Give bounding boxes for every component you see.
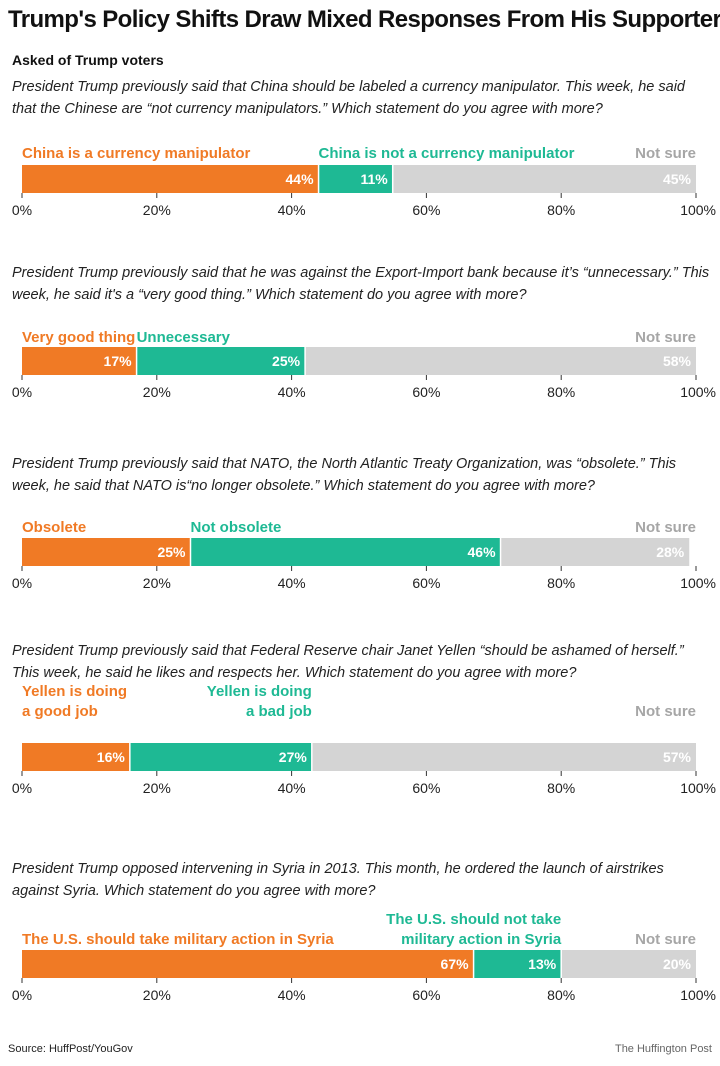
label-agree-shift: Very good thing [22, 329, 135, 346]
value-label: 46% [468, 544, 497, 560]
question-4: President Trump previously said that Fed… [12, 643, 684, 681]
segment-agree-shift [22, 165, 319, 193]
axis-tick-label: 80% [547, 987, 575, 1003]
segment-agree-original [129, 743, 312, 771]
axis-tick-label: 60% [412, 384, 440, 400]
bar-chart-svg: 16% 27% 57% Yellen is doing a good job Yellen… [12, 683, 716, 796]
segment-not-sure [305, 347, 696, 375]
chart-subtitle: Asked of Trump voters [12, 52, 164, 68]
value-label: 17% [104, 353, 133, 369]
value-label: 58% [663, 353, 692, 369]
label-not-sure: Not sure [635, 931, 696, 948]
label-agree-shift: a good job [22, 703, 98, 720]
label-agree-shift: The U.S. should take military action in … [22, 931, 334, 948]
segment-agree-original [473, 950, 562, 978]
label-agree-shift: Yellen is doing [22, 683, 127, 700]
axis-tick-label: 60% [412, 780, 440, 796]
source-note: Source: HuffPost/YouGov [8, 1043, 133, 1055]
value-label: 20% [663, 956, 692, 972]
label-not-sure: Not sure [635, 329, 696, 346]
bar-chart-svg: 44% 11% 45% China is a currency manipulator… [12, 145, 716, 218]
axis-tick-label: 20% [143, 202, 171, 218]
segment-not-sure [561, 950, 696, 978]
axis-tick-label: 100% [680, 987, 716, 1003]
axis-tick-label: 80% [547, 575, 575, 591]
axis-tick-label: 100% [680, 384, 716, 400]
segment-not-sure [392, 165, 696, 193]
question-1: President Trump previously said that Chi… [12, 79, 685, 117]
label-agree-shift: China is a currency manipulator [22, 145, 251, 162]
question-2: President Trump previously said that he … [12, 265, 710, 303]
segment-agree-shift [22, 347, 137, 375]
segment-not-sure [311, 743, 696, 771]
axis-tick-label: 100% [680, 575, 716, 591]
axis-tick-label: 0% [12, 202, 32, 218]
axis-tick-label: 0% [12, 575, 32, 591]
question-5: President Trump opposed intervening in S… [12, 861, 664, 899]
stacked-bar-chart-2: 17% 25% 58% Very good thing Unnecessary Not s… [0, 324, 720, 404]
axis-tick-label: 0% [12, 987, 32, 1003]
stacked-bar-chart-5: 67% 13% 20% The U.S. should take military a… [0, 906, 720, 1006]
value-label: 25% [157, 544, 186, 560]
value-label: 25% [272, 353, 301, 369]
axis-tick-label: 60% [412, 575, 440, 591]
segment-agree-original [136, 347, 306, 375]
value-label: 67% [441, 956, 470, 972]
stacked-bar-chart-3: 25% 46% 28% Obsolete Not obsolete Not sure 0% 2… [0, 514, 720, 594]
axis-tick-label: 80% [547, 384, 575, 400]
value-label: 27% [279, 749, 308, 765]
label-agree-original: The U.S. should not take [386, 911, 561, 928]
axis-tick-label: 40% [278, 384, 306, 400]
axis-tick-label: 60% [412, 202, 440, 218]
axis-tick-label: 20% [143, 987, 171, 1003]
segment-agree-shift [22, 950, 474, 978]
stacked-bar-chart-1: 44% 11% 45% China is a currency manipulator… [0, 140, 720, 220]
segment-agree-original [318, 165, 393, 193]
segment-not-sure [500, 538, 690, 566]
axis-tick-label: 40% [278, 202, 306, 218]
axis-tick-label: 40% [278, 987, 306, 1003]
label-agree-original: Unnecessary [137, 329, 231, 346]
label-agree-original: military action in Syria [401, 931, 562, 948]
segment-agree-shift [22, 743, 130, 771]
axis-tick-label: 100% [680, 780, 716, 796]
axis-tick-label: 20% [143, 575, 171, 591]
value-label: 45% [663, 171, 692, 187]
axis-tick-label: 20% [143, 780, 171, 796]
bar-chart-svg: 25% 46% 28% Obsolete Not obsolete Not sure 0% 2… [12, 519, 716, 591]
publisher-credit: The Huffington Post [614, 1043, 712, 1055]
label-agree-original: a bad job [246, 703, 312, 720]
value-label: 13% [528, 956, 557, 972]
chart-title: Trump's Policy Shifts Draw Mixed Respons… [8, 6, 720, 33]
axis-tick-label: 40% [278, 575, 306, 591]
value-label: 44% [286, 171, 315, 187]
segment-agree-original [190, 538, 501, 566]
label-agree-original: China is not a currency manipulator [319, 145, 575, 162]
label-not-sure: Not sure [635, 145, 696, 162]
axis-tick-label: 100% [680, 202, 716, 218]
value-label: 11% [360, 171, 388, 187]
axis-tick-label: 80% [547, 202, 575, 218]
label-not-sure: Not sure [635, 519, 696, 536]
axis-tick-label: 0% [12, 384, 32, 400]
axis-tick-label: 40% [278, 780, 306, 796]
axis-tick-label: 20% [143, 384, 171, 400]
value-label: 57% [663, 749, 692, 765]
label-agree-shift: Obsolete [22, 519, 86, 536]
axis-tick-label: 0% [12, 780, 32, 796]
label-not-sure: Not sure [635, 703, 696, 720]
stacked-bar-chart-4: 16% 27% 57% Yellen is doing a good job Yellen… [0, 683, 720, 798]
value-label: 16% [97, 749, 126, 765]
axis-tick-label: 60% [412, 987, 440, 1003]
value-label: 28% [656, 544, 685, 560]
question-3: President Trump previously said that NAT… [12, 456, 677, 494]
bar-chart-svg: 67% 13% 20% The U.S. should take military a… [12, 911, 716, 1003]
axis-tick-label: 80% [547, 780, 575, 796]
label-agree-original: Yellen is doing [207, 683, 312, 700]
bar-chart-svg: 17% 25% 58% Very good thing Unnecessary Not s… [12, 329, 716, 400]
segment-agree-shift [22, 538, 191, 566]
label-agree-original: Not obsolete [191, 519, 282, 536]
